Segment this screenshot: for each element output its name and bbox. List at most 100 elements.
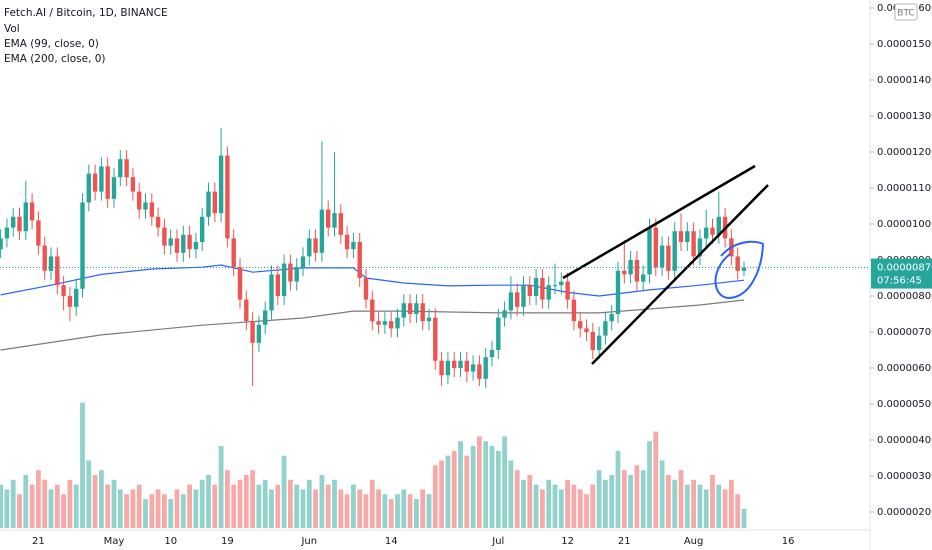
volume-bar [218, 446, 224, 528]
volume-bar [36, 470, 41, 528]
candle-body [552, 285, 558, 287]
candle-body [155, 216, 161, 228]
volume-bar [722, 489, 728, 528]
candle-body [338, 213, 343, 235]
volume-bar [470, 446, 476, 528]
volume-bar [54, 484, 60, 528]
volume-bar [155, 489, 161, 528]
volume-bar [533, 484, 539, 528]
candle-body [231, 238, 236, 268]
volume-bar [130, 489, 136, 528]
candle-body [458, 360, 463, 368]
candle-body [477, 364, 482, 379]
volume-bar [584, 494, 589, 528]
currency-label[interactable]: BTC [897, 9, 914, 19]
volume-bar [590, 484, 596, 528]
x-tick-label: 19 [221, 536, 234, 547]
volume-bar [634, 465, 640, 528]
candle-body [672, 231, 677, 271]
volume-bar [212, 484, 218, 528]
candle-body [80, 202, 85, 289]
volume-bar [67, 479, 73, 528]
volume-bar [445, 455, 451, 528]
volume-bar [250, 470, 255, 528]
candle-body [716, 216, 721, 235]
candle-body [735, 256, 740, 271]
candle-body [250, 321, 255, 343]
candle-body [559, 281, 564, 286]
volume-bar [621, 470, 627, 528]
y-tick-label: 0.00001100 [877, 183, 932, 194]
volume-layer [0, 402, 747, 528]
volume-bar [42, 479, 48, 528]
trendline [591, 184, 769, 365]
volume-bar [143, 499, 148, 528]
candle-body [17, 216, 22, 232]
candle-body [269, 274, 274, 311]
candle-body [294, 267, 299, 282]
x-tick-label: Aug [684, 536, 704, 547]
volume-bar [401, 489, 407, 528]
volume-bar [300, 489, 306, 528]
candle-body [162, 227, 167, 246]
volume-bar [243, 474, 249, 528]
candle-body [326, 209, 331, 228]
volume-bar [92, 474, 98, 528]
volume-bar [73, 484, 79, 528]
candle-body [395, 317, 400, 329]
x-tick-label: 21 [32, 536, 45, 547]
candle-body [647, 227, 652, 275]
trendline [562, 164, 756, 280]
candle-body [659, 245, 665, 268]
x-tick-label: 14 [385, 536, 398, 547]
volume-bar [672, 479, 678, 528]
volume-bar [111, 479, 117, 528]
volume-bar [678, 470, 684, 528]
y-tick-label: 0.00001500 [877, 39, 932, 50]
volume-bar [199, 479, 205, 528]
candle-body [578, 321, 583, 329]
volume-bar [609, 474, 615, 528]
candle-body [414, 303, 419, 314]
candle-body [143, 202, 148, 210]
candle-body [590, 332, 595, 350]
currency-box[interactable] [894, 3, 918, 21]
candle-body [124, 159, 129, 178]
annotation-circle [714, 240, 765, 300]
candle-body [181, 234, 186, 253]
candle-body [527, 285, 532, 296]
volume-bar [395, 494, 400, 528]
volume-bar [382, 494, 388, 528]
candle-body [187, 234, 192, 250]
candle-body [470, 364, 476, 372]
volume-bar [540, 489, 545, 528]
volume-bar [288, 479, 293, 528]
volume-bar [29, 484, 35, 528]
candle-body [407, 303, 413, 314]
y-tick-label: 0.00000700 [877, 327, 932, 338]
volume-bar [527, 474, 533, 528]
volume-bar [710, 474, 715, 528]
candle-body [382, 321, 388, 325]
candle-body [23, 202, 28, 232]
candle-body [300, 256, 306, 268]
y-tick-label: 0.00000800 [877, 291, 932, 302]
candle-body [0, 238, 3, 250]
y-tick-label: 0.00001200 [877, 147, 932, 158]
volume-bar [338, 489, 344, 528]
volume-bar [420, 489, 426, 528]
volume-bar [294, 484, 300, 528]
volume-bar [477, 436, 482, 528]
candle-body [99, 166, 104, 192]
candle-body [452, 360, 457, 368]
candle-body [370, 299, 375, 322]
candle-body [42, 245, 47, 271]
candle-body [741, 267, 747, 271]
candle-body [464, 360, 469, 372]
volume-bar [206, 474, 211, 528]
volume-bar [0, 484, 4, 528]
candle-body [546, 285, 551, 300]
candle-body [137, 191, 142, 210]
volume-bar [464, 455, 470, 528]
candle-body [363, 278, 369, 300]
